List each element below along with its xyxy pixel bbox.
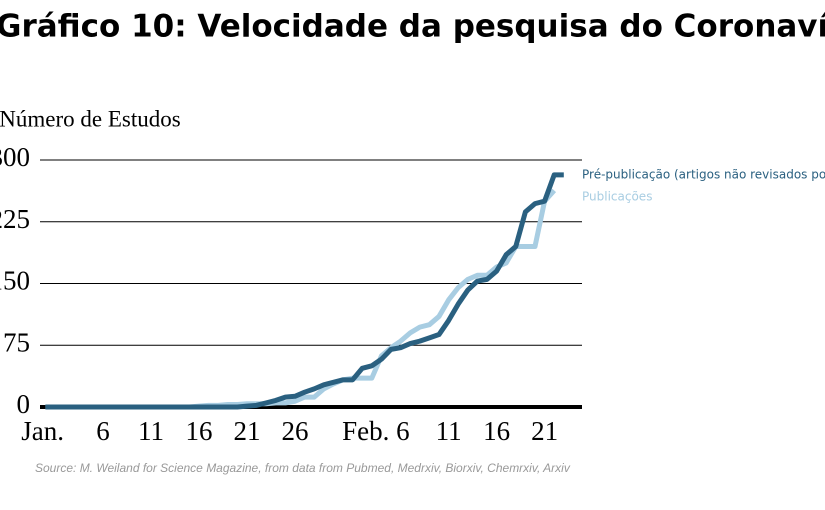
- legend-label: Publicações: [582, 190, 652, 204]
- chart-title: Gráfico 10: Velocidade da pesquisa do Co…: [0, 9, 825, 45]
- x-tick-label: Jan.: [21, 416, 64, 446]
- y-axis-label: # Número de Estudos: [0, 106, 181, 131]
- x-tick-label: 21: [531, 416, 558, 446]
- x-tick-label: 11: [138, 416, 164, 446]
- x-tick-label: 26: [282, 416, 309, 446]
- y-tick-label: 225: [0, 204, 30, 234]
- x-tick-label: 11: [436, 416, 462, 446]
- x-tick-label: 21: [234, 416, 261, 446]
- x-tick-label: 16: [186, 416, 213, 446]
- x-tick-label: 16: [483, 416, 510, 446]
- y-tick-label: 0: [17, 389, 31, 419]
- legend-label: Pré-publicação (artigos não revisados po…: [582, 168, 825, 182]
- series-line: [45, 172, 564, 410]
- y-tick-label: 75: [3, 327, 30, 357]
- series-line: [45, 188, 557, 410]
- x-tick-label: Feb. 6: [342, 416, 410, 446]
- y-tick-label: 150: [0, 266, 30, 296]
- x-tick-label: 6: [96, 416, 110, 446]
- y-tick-label: 300: [0, 142, 30, 172]
- source: Source: M. Weiland for Science Magazine,…: [35, 461, 571, 475]
